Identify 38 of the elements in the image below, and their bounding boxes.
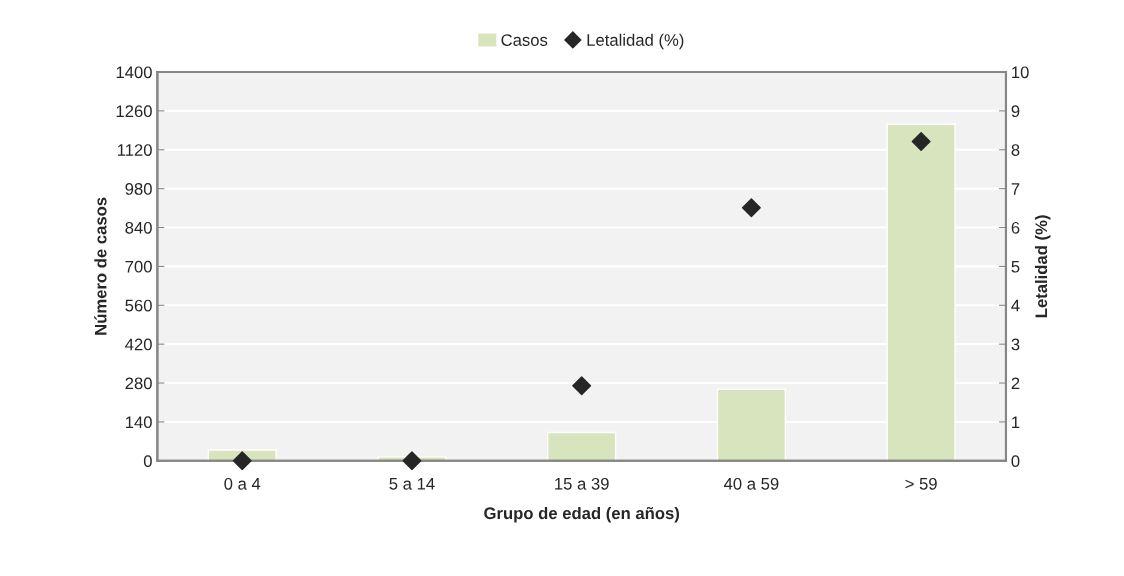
x-tick-label: 0 a 4 (224, 477, 261, 490)
y2-tick-label: 0 (1011, 455, 1020, 467)
y2-tick-label: 6 (1011, 221, 1020, 234)
y2-tick-label: 4 (1011, 299, 1020, 312)
y2-tick-label: 7 (1011, 183, 1020, 195)
y-tick-label: 1400 (116, 66, 152, 79)
x-tick-label: 5 a 14 (389, 478, 435, 490)
x-tick-label: > 59 (905, 477, 937, 490)
y-axis-title: Número de casos (94, 197, 107, 335)
point (911, 132, 931, 152)
y-tick-label: 560 (125, 299, 152, 312)
y2-tick-label: 2 (1011, 377, 1020, 390)
y2-tick-label: 10 (1012, 66, 1029, 79)
y-tick-label: 700 (125, 260, 152, 273)
legend-label: Letalidad (%) (587, 33, 684, 50)
y-tick-label: 0 (143, 455, 152, 467)
y2-tick-label: 5 (1011, 260, 1020, 273)
point (402, 451, 422, 471)
y2-tick-label: 8 (1011, 144, 1020, 156)
point (741, 198, 761, 218)
y-tick-label: 420 (125, 338, 152, 351)
x-tick-label: 15 a 39 (555, 477, 609, 490)
y-tick-label: 1260 (116, 105, 152, 118)
y-tick-label: 840 (125, 221, 152, 234)
point (572, 376, 592, 396)
y2-tick-label: 1 (1012, 416, 1020, 428)
x-axis-title: Grupo de edad (en años) (484, 506, 680, 523)
y-tick-label: 280 (125, 377, 152, 390)
y2-tick-label: 9 (1011, 105, 1020, 118)
x-tick-label: 40 a 59 (723, 477, 779, 490)
y2-axis-title: Letalidad (%) (1034, 215, 1051, 318)
bar (547, 431, 617, 461)
point (232, 451, 252, 471)
y-tick-label: 980 (125, 183, 152, 195)
legend-label: Casos (501, 34, 548, 46)
y-tick-label: 1120 (117, 144, 152, 156)
y-tick-label: 140 (125, 416, 152, 429)
y2-tick-label: 3 (1011, 338, 1020, 351)
